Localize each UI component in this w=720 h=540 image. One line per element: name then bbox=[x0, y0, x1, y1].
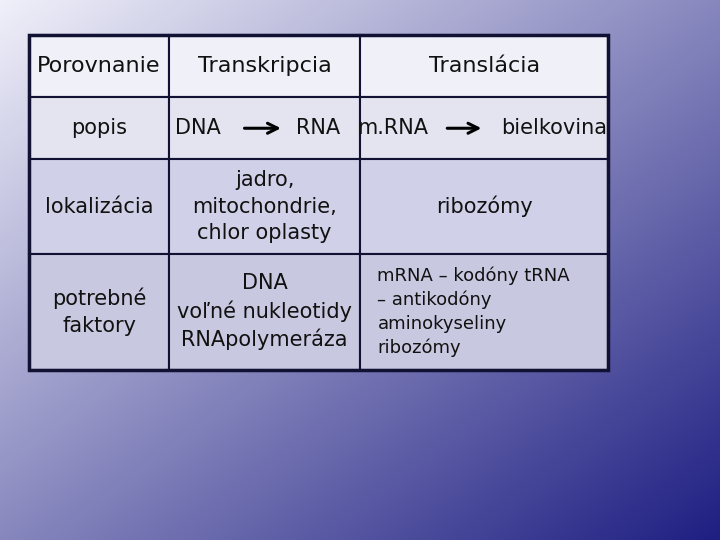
Text: Transkripcia: Transkripcia bbox=[198, 56, 331, 76]
Text: popis: popis bbox=[71, 118, 127, 138]
Bar bbox=[169, 97, 360, 159]
Bar bbox=[360, 159, 608, 254]
Text: lokalizácia: lokalizácia bbox=[45, 197, 153, 217]
Text: ribozómy: ribozómy bbox=[436, 196, 533, 217]
Bar bbox=[360, 254, 608, 370]
Text: DNA
voľné nukleotidy
RNApolymeráza: DNA voľné nukleotidy RNApolymeráza bbox=[177, 273, 352, 350]
Text: Porovnanie: Porovnanie bbox=[37, 56, 161, 76]
Bar bbox=[29, 35, 608, 370]
Text: potrebné
faktory: potrebné faktory bbox=[52, 288, 146, 336]
Text: RNA: RNA bbox=[296, 118, 340, 138]
Bar bbox=[29, 159, 169, 254]
Bar bbox=[169, 254, 360, 370]
Bar bbox=[360, 97, 608, 159]
Bar bbox=[29, 35, 169, 97]
Text: m.RNA: m.RNA bbox=[357, 118, 428, 138]
Text: Translácia: Translácia bbox=[428, 56, 540, 76]
Text: bielkovina: bielkovina bbox=[500, 118, 607, 138]
Bar bbox=[169, 35, 360, 97]
Text: DNA: DNA bbox=[175, 118, 221, 138]
Text: jadro,
mitochondrie,
chlor oplasty: jadro, mitochondrie, chlor oplasty bbox=[192, 170, 337, 243]
Bar bbox=[169, 159, 360, 254]
Bar bbox=[360, 35, 608, 97]
Bar bbox=[29, 97, 169, 159]
Text: mRNA – kodóny tRNA
– antikodóny
aminokyseliny
ribozómy: mRNA – kodóny tRNA – antikodóny aminokys… bbox=[377, 267, 570, 357]
Bar bbox=[29, 254, 169, 370]
